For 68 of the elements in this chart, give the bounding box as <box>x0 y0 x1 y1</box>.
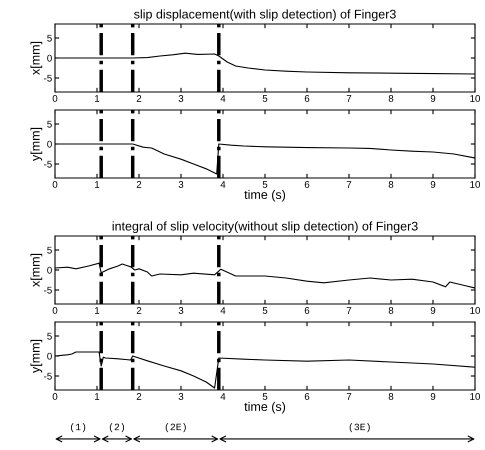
x-tick-label: 7 <box>346 307 352 314</box>
y-tick-label: 0 <box>47 140 52 148</box>
chart-title: integral of slip velocity(without slip detection) of Finger3 <box>112 221 418 234</box>
x-tick-label: 9 <box>430 393 436 400</box>
y-tick-label: 0 <box>47 54 52 62</box>
x-tick-label: 4 <box>220 181 226 188</box>
y-tick-label: -5 <box>44 74 52 82</box>
x-tick-label: 9 <box>430 181 436 188</box>
y-tick-label: 0 <box>47 352 52 360</box>
x-tick-label: 6 <box>304 95 310 102</box>
x-tick-label: 9 <box>430 307 436 314</box>
x-tick-label: 4 <box>220 393 226 400</box>
x-axis-title: time (s) <box>244 190 286 202</box>
x-tick-label: 10 <box>470 393 480 400</box>
x-tick-label: 3 <box>178 181 184 188</box>
x-tick-label: 1 <box>95 393 100 400</box>
x-tick-label: 0 <box>52 393 58 400</box>
x-tick-label: 7 <box>346 95 352 102</box>
x-tick-label: 3 <box>178 307 184 314</box>
x-tick-label: 7 <box>346 181 352 188</box>
x-tick-label: 3 <box>178 393 184 400</box>
x-tick-label: 0 <box>52 307 58 314</box>
x-tick-label: 1 <box>95 95 100 102</box>
x-tick-label: 5 <box>262 307 268 314</box>
x-tick-label: 2 <box>136 307 142 314</box>
text: (2E) <box>166 423 186 432</box>
y-axis-title: x[mm] <box>30 42 42 75</box>
x-tick-label: 8 <box>388 181 394 188</box>
x-tick-label: 5 <box>262 393 268 400</box>
x-tick-label: 5 <box>262 95 268 102</box>
y-axis-title: x[mm] <box>30 254 42 287</box>
x-tick-label: 10 <box>470 181 480 188</box>
y-tick-label: 5 <box>47 120 52 128</box>
y-tick-label: -5 <box>44 160 52 168</box>
x-tick-label: 2 <box>136 393 142 400</box>
y-tick-label: -5 <box>44 372 52 380</box>
y-tick-label: 0 <box>47 266 52 274</box>
x-tick-label: 1 <box>95 307 100 314</box>
x-tick-label: 4 <box>220 307 226 314</box>
text: (1) <box>70 423 86 432</box>
y-axis-title: y[mm] <box>30 128 42 161</box>
x-tick-label: 2 <box>136 95 142 102</box>
y-tick-label: 5 <box>47 246 52 254</box>
y-tick-label: 5 <box>47 34 52 42</box>
x-axis-title: time (s) <box>244 402 286 414</box>
x-tick-label: 6 <box>304 393 310 400</box>
x-tick-label: 6 <box>304 307 310 314</box>
x-tick-label: 8 <box>388 307 394 314</box>
x-tick-label: 8 <box>388 95 394 102</box>
x-tick-label: 2 <box>136 181 142 188</box>
x-tick-label: 1 <box>95 181 100 188</box>
y-tick-label: 5 <box>47 332 52 340</box>
y-axis-title: y[mm] <box>30 340 42 373</box>
x-tick-label: 3 <box>178 95 184 102</box>
x-tick-label: 5 <box>262 181 268 188</box>
text: (2) <box>110 423 124 432</box>
x-tick-label: 10 <box>470 95 480 102</box>
x-tick-label: 0 <box>52 95 58 102</box>
x-tick-label: 7 <box>346 393 352 400</box>
x-tick-label: 0 <box>52 181 58 188</box>
x-tick-label: 9 <box>430 95 436 102</box>
x-tick-label: 4 <box>220 95 226 102</box>
x-tick-label: 10 <box>470 307 480 314</box>
y-tick-label: -5 <box>44 286 52 294</box>
x-tick-label: 8 <box>388 393 394 400</box>
chart-title: slip displacement(with slip detection) of Finger3 <box>134 9 396 22</box>
text: (3E) <box>350 423 370 432</box>
x-tick-label: 6 <box>304 181 310 188</box>
